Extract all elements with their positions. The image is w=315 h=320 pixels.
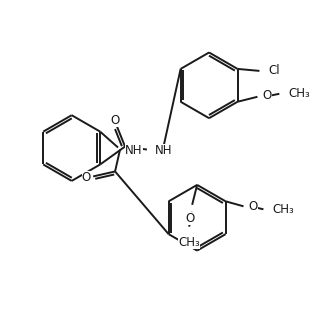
Text: NH: NH: [125, 144, 142, 157]
Text: Cl: Cl: [268, 64, 280, 77]
Text: NH: NH: [155, 144, 172, 157]
Text: O: O: [186, 212, 195, 225]
Text: O: O: [262, 89, 272, 102]
Text: O: O: [249, 200, 258, 213]
Text: O: O: [82, 171, 91, 184]
Text: CH₃: CH₃: [178, 236, 200, 249]
Text: CH₃: CH₃: [288, 87, 310, 100]
Text: O: O: [111, 114, 120, 127]
Text: CH₃: CH₃: [272, 203, 294, 216]
